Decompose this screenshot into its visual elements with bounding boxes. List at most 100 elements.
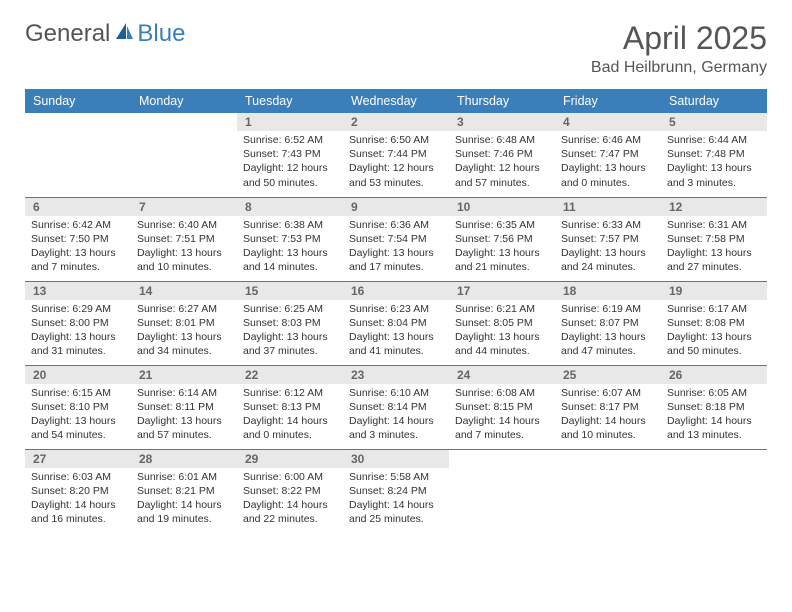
sunset-text: Sunset: 8:11 PM xyxy=(137,400,231,414)
calendar-day-cell: 24Sunrise: 6:08 AMSunset: 8:15 PMDayligh… xyxy=(449,365,555,449)
calendar-day-cell: 2Sunrise: 6:50 AMSunset: 7:44 PMDaylight… xyxy=(343,113,449,197)
day-number: 7 xyxy=(131,198,237,216)
day-details: Sunrise: 6:33 AMSunset: 7:57 PMDaylight:… xyxy=(555,216,661,279)
daylight-text: Daylight: 14 hours and 25 minutes. xyxy=(349,498,443,526)
day-details: Sunrise: 6:23 AMSunset: 8:04 PMDaylight:… xyxy=(343,300,449,363)
sunrise-text: Sunrise: 6:36 AM xyxy=(349,218,443,232)
calendar-day-cell: 27Sunrise: 6:03 AMSunset: 8:20 PMDayligh… xyxy=(25,449,131,533)
sunset-text: Sunset: 7:48 PM xyxy=(667,147,761,161)
day-header: Monday xyxy=(131,89,237,113)
day-number: 28 xyxy=(131,450,237,468)
daylight-text: Daylight: 14 hours and 16 minutes. xyxy=(31,498,125,526)
calendar-day-cell: 5Sunrise: 6:44 AMSunset: 7:48 PMDaylight… xyxy=(661,113,767,197)
logo: General Blue xyxy=(25,20,185,48)
sunset-text: Sunset: 7:56 PM xyxy=(455,232,549,246)
sunrise-text: Sunrise: 6:33 AM xyxy=(561,218,655,232)
calendar-day-cell: 22Sunrise: 6:12 AMSunset: 8:13 PMDayligh… xyxy=(237,365,343,449)
day-details: Sunrise: 6:00 AMSunset: 8:22 PMDaylight:… xyxy=(237,468,343,531)
logo-text-general: General xyxy=(25,20,110,48)
month-title: April 2025 xyxy=(591,20,767,57)
daylight-text: Daylight: 13 hours and 50 minutes. xyxy=(667,330,761,358)
sunrise-text: Sunrise: 6:38 AM xyxy=(243,218,337,232)
calendar-day-cell: 17Sunrise: 6:21 AMSunset: 8:05 PMDayligh… xyxy=(449,281,555,365)
calendar-day-cell: 19Sunrise: 6:17 AMSunset: 8:08 PMDayligh… xyxy=(661,281,767,365)
daylight-text: Daylight: 13 hours and 37 minutes. xyxy=(243,330,337,358)
sunrise-text: Sunrise: 6:23 AM xyxy=(349,302,443,316)
calendar-day-cell: 16Sunrise: 6:23 AMSunset: 8:04 PMDayligh… xyxy=(343,281,449,365)
day-number: 20 xyxy=(25,366,131,384)
daylight-text: Daylight: 13 hours and 41 minutes. xyxy=(349,330,443,358)
sunrise-text: Sunrise: 6:08 AM xyxy=(455,386,549,400)
daylight-text: Daylight: 13 hours and 44 minutes. xyxy=(455,330,549,358)
day-details: Sunrise: 6:38 AMSunset: 7:53 PMDaylight:… xyxy=(237,216,343,279)
sunset-text: Sunset: 8:04 PM xyxy=(349,316,443,330)
calendar-day-cell: 23Sunrise: 6:10 AMSunset: 8:14 PMDayligh… xyxy=(343,365,449,449)
daylight-text: Daylight: 13 hours and 47 minutes. xyxy=(561,330,655,358)
daylight-text: Daylight: 14 hours and 22 minutes. xyxy=(243,498,337,526)
day-details: Sunrise: 6:35 AMSunset: 7:56 PMDaylight:… xyxy=(449,216,555,279)
sunrise-text: Sunrise: 6:25 AM xyxy=(243,302,337,316)
calendar-day-cell: 20Sunrise: 6:15 AMSunset: 8:10 PMDayligh… xyxy=(25,365,131,449)
calendar-day-cell: 26Sunrise: 6:05 AMSunset: 8:18 PMDayligh… xyxy=(661,365,767,449)
day-details: Sunrise: 6:36 AMSunset: 7:54 PMDaylight:… xyxy=(343,216,449,279)
daylight-text: Daylight: 14 hours and 7 minutes. xyxy=(455,414,549,442)
day-details: Sunrise: 6:03 AMSunset: 8:20 PMDaylight:… xyxy=(25,468,131,531)
day-number: 8 xyxy=(237,198,343,216)
sunrise-text: Sunrise: 6:14 AM xyxy=(137,386,231,400)
sunrise-text: Sunrise: 6:00 AM xyxy=(243,470,337,484)
calendar-day-cell: 11Sunrise: 6:33 AMSunset: 7:57 PMDayligh… xyxy=(555,197,661,281)
day-details: Sunrise: 6:46 AMSunset: 7:47 PMDaylight:… xyxy=(555,131,661,194)
day-number: 27 xyxy=(25,450,131,468)
sunrise-text: Sunrise: 6:01 AM xyxy=(137,470,231,484)
day-details: Sunrise: 6:17 AMSunset: 8:08 PMDaylight:… xyxy=(661,300,767,363)
day-number: 6 xyxy=(25,198,131,216)
sunset-text: Sunset: 8:10 PM xyxy=(31,400,125,414)
sunset-text: Sunset: 8:07 PM xyxy=(561,316,655,330)
sunset-text: Sunset: 8:03 PM xyxy=(243,316,337,330)
calendar-day-cell: 21Sunrise: 6:14 AMSunset: 8:11 PMDayligh… xyxy=(131,365,237,449)
calendar-day-cell: 8Sunrise: 6:38 AMSunset: 7:53 PMDaylight… xyxy=(237,197,343,281)
day-details: Sunrise: 6:05 AMSunset: 8:18 PMDaylight:… xyxy=(661,384,767,447)
sunset-text: Sunset: 8:17 PM xyxy=(561,400,655,414)
sunset-text: Sunset: 8:22 PM xyxy=(243,484,337,498)
day-details: Sunrise: 6:48 AMSunset: 7:46 PMDaylight:… xyxy=(449,131,555,194)
daylight-text: Daylight: 13 hours and 54 minutes. xyxy=(31,414,125,442)
day-details: Sunrise: 6:21 AMSunset: 8:05 PMDaylight:… xyxy=(449,300,555,363)
day-details: Sunrise: 6:29 AMSunset: 8:00 PMDaylight:… xyxy=(25,300,131,363)
day-details: Sunrise: 6:14 AMSunset: 8:11 PMDaylight:… xyxy=(131,384,237,447)
sunrise-text: Sunrise: 6:42 AM xyxy=(31,218,125,232)
daylight-text: Daylight: 13 hours and 31 minutes. xyxy=(31,330,125,358)
sunset-text: Sunset: 8:15 PM xyxy=(455,400,549,414)
daylight-text: Daylight: 14 hours and 13 minutes. xyxy=(667,414,761,442)
calendar-day-cell: 14Sunrise: 6:27 AMSunset: 8:01 PMDayligh… xyxy=(131,281,237,365)
day-number: 4 xyxy=(555,113,661,131)
sunset-text: Sunset: 8:14 PM xyxy=(349,400,443,414)
day-number: 30 xyxy=(343,450,449,468)
day-details: Sunrise: 6:42 AMSunset: 7:50 PMDaylight:… xyxy=(25,216,131,279)
day-details: Sunrise: 6:12 AMSunset: 8:13 PMDaylight:… xyxy=(237,384,343,447)
day-details: Sunrise: 6:08 AMSunset: 8:15 PMDaylight:… xyxy=(449,384,555,447)
daylight-text: Daylight: 13 hours and 7 minutes. xyxy=(31,246,125,274)
sunrise-text: Sunrise: 6:07 AM xyxy=(561,386,655,400)
day-number: 22 xyxy=(237,366,343,384)
day-details: Sunrise: 6:07 AMSunset: 8:17 PMDaylight:… xyxy=(555,384,661,447)
daylight-text: Daylight: 13 hours and 24 minutes. xyxy=(561,246,655,274)
sunrise-text: Sunrise: 6:19 AM xyxy=(561,302,655,316)
day-header: Saturday xyxy=(661,89,767,113)
sunset-text: Sunset: 7:44 PM xyxy=(349,147,443,161)
calendar-day-cell: 10Sunrise: 6:35 AMSunset: 7:56 PMDayligh… xyxy=(449,197,555,281)
sail-icon xyxy=(113,21,135,48)
sunrise-text: Sunrise: 6:29 AM xyxy=(31,302,125,316)
day-header-row: Sunday Monday Tuesday Wednesday Thursday… xyxy=(25,89,767,113)
calendar-day-cell: .. xyxy=(131,113,237,197)
day-number: 19 xyxy=(661,282,767,300)
sunset-text: Sunset: 8:21 PM xyxy=(137,484,231,498)
sunset-text: Sunset: 7:43 PM xyxy=(243,147,337,161)
day-number: 1 xyxy=(237,113,343,131)
sunset-text: Sunset: 7:53 PM xyxy=(243,232,337,246)
sunrise-text: Sunrise: 6:48 AM xyxy=(455,133,549,147)
day-number: 12 xyxy=(661,198,767,216)
calendar-week-row: 27Sunrise: 6:03 AMSunset: 8:20 PMDayligh… xyxy=(25,449,767,533)
sunset-text: Sunset: 8:01 PM xyxy=(137,316,231,330)
sunset-text: Sunset: 7:54 PM xyxy=(349,232,443,246)
